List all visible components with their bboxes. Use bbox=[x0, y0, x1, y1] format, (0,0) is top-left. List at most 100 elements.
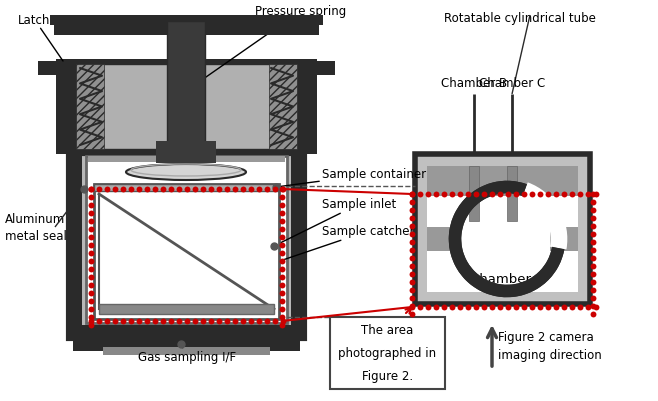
Point bbox=[277, 314, 288, 320]
Point bbox=[447, 304, 457, 310]
Point bbox=[277, 274, 288, 281]
Bar bbox=[315, 62, 335, 76]
Point bbox=[439, 304, 449, 310]
Point bbox=[588, 311, 598, 318]
Bar bbox=[507, 166, 517, 221]
Point bbox=[431, 191, 442, 198]
Point bbox=[174, 318, 184, 324]
Bar bbox=[330, 317, 445, 389]
Point bbox=[407, 311, 417, 318]
Text: Chamber A: Chamber A bbox=[470, 273, 544, 286]
Point bbox=[86, 186, 96, 193]
Point bbox=[86, 298, 96, 304]
Point bbox=[270, 186, 280, 193]
Point bbox=[206, 318, 216, 324]
Point bbox=[470, 304, 481, 310]
Point bbox=[86, 290, 96, 296]
Bar bbox=[94, 184, 279, 319]
Point bbox=[422, 304, 433, 310]
Bar bbox=[427, 166, 578, 196]
Point bbox=[150, 318, 161, 324]
Point bbox=[86, 306, 96, 312]
Point bbox=[230, 186, 240, 193]
Point bbox=[567, 191, 577, 198]
Point bbox=[126, 318, 136, 324]
Point bbox=[158, 186, 168, 193]
Point bbox=[588, 255, 598, 261]
Text: Figure 2 camera
imaging direction: Figure 2 camera imaging direction bbox=[498, 330, 602, 361]
Point bbox=[588, 239, 598, 245]
Bar bbox=[76, 65, 297, 150]
Point bbox=[277, 218, 288, 225]
Point bbox=[141, 318, 152, 324]
Point bbox=[407, 303, 417, 310]
Point bbox=[102, 186, 113, 193]
Bar bbox=[73, 339, 300, 351]
Bar bbox=[54, 20, 319, 36]
Point bbox=[503, 304, 513, 310]
Point bbox=[588, 231, 598, 238]
Point bbox=[415, 304, 425, 310]
Point bbox=[407, 247, 417, 253]
Point bbox=[86, 218, 96, 225]
Bar bbox=[94, 184, 279, 192]
Point bbox=[182, 186, 192, 193]
Point bbox=[134, 318, 144, 324]
Point bbox=[407, 279, 417, 286]
Point bbox=[222, 186, 232, 193]
Bar bbox=[56, 60, 317, 155]
Point bbox=[535, 191, 545, 198]
Point bbox=[206, 186, 216, 193]
Point bbox=[277, 202, 288, 209]
Bar bbox=[269, 65, 297, 150]
Point bbox=[198, 318, 209, 324]
Point bbox=[463, 191, 473, 198]
Point bbox=[503, 191, 513, 198]
Point bbox=[407, 231, 417, 238]
Point bbox=[511, 191, 521, 198]
Bar bbox=[68, 155, 305, 339]
Text: Chamber B: Chamber B bbox=[441, 77, 507, 90]
Point bbox=[254, 186, 265, 193]
Point bbox=[174, 186, 184, 193]
Point bbox=[479, 304, 490, 310]
Point bbox=[277, 242, 288, 249]
Bar bbox=[88, 157, 285, 162]
Point bbox=[238, 186, 248, 193]
Point bbox=[535, 304, 545, 310]
Point bbox=[278, 186, 288, 193]
Point bbox=[118, 318, 128, 324]
Point bbox=[277, 194, 288, 201]
Point bbox=[277, 234, 288, 241]
Bar bbox=[427, 227, 455, 251]
Point bbox=[455, 191, 465, 198]
Point bbox=[245, 186, 256, 193]
Point bbox=[182, 318, 192, 324]
Point bbox=[591, 191, 601, 198]
Point bbox=[126, 186, 136, 193]
Point bbox=[588, 247, 598, 253]
Text: Sample catcher: Sample catcher bbox=[144, 225, 415, 307]
Point bbox=[591, 304, 601, 310]
Text: Rotatable cylindrical tube: Rotatable cylindrical tube bbox=[444, 12, 596, 25]
Point bbox=[439, 191, 449, 198]
Bar bbox=[427, 166, 578, 292]
Point bbox=[415, 191, 425, 198]
Point bbox=[511, 304, 521, 310]
Point bbox=[214, 318, 224, 324]
Point bbox=[543, 191, 553, 198]
Point bbox=[495, 191, 505, 198]
Point bbox=[527, 304, 538, 310]
Point bbox=[86, 210, 96, 217]
Point bbox=[407, 295, 417, 302]
Point bbox=[588, 207, 598, 214]
Point bbox=[278, 318, 288, 324]
Bar bbox=[99, 304, 274, 314]
Point bbox=[588, 223, 598, 230]
Point bbox=[277, 210, 288, 217]
Point bbox=[277, 186, 288, 193]
Point bbox=[407, 304, 417, 310]
Point bbox=[519, 191, 529, 198]
Point bbox=[407, 223, 417, 230]
Point bbox=[588, 303, 598, 310]
